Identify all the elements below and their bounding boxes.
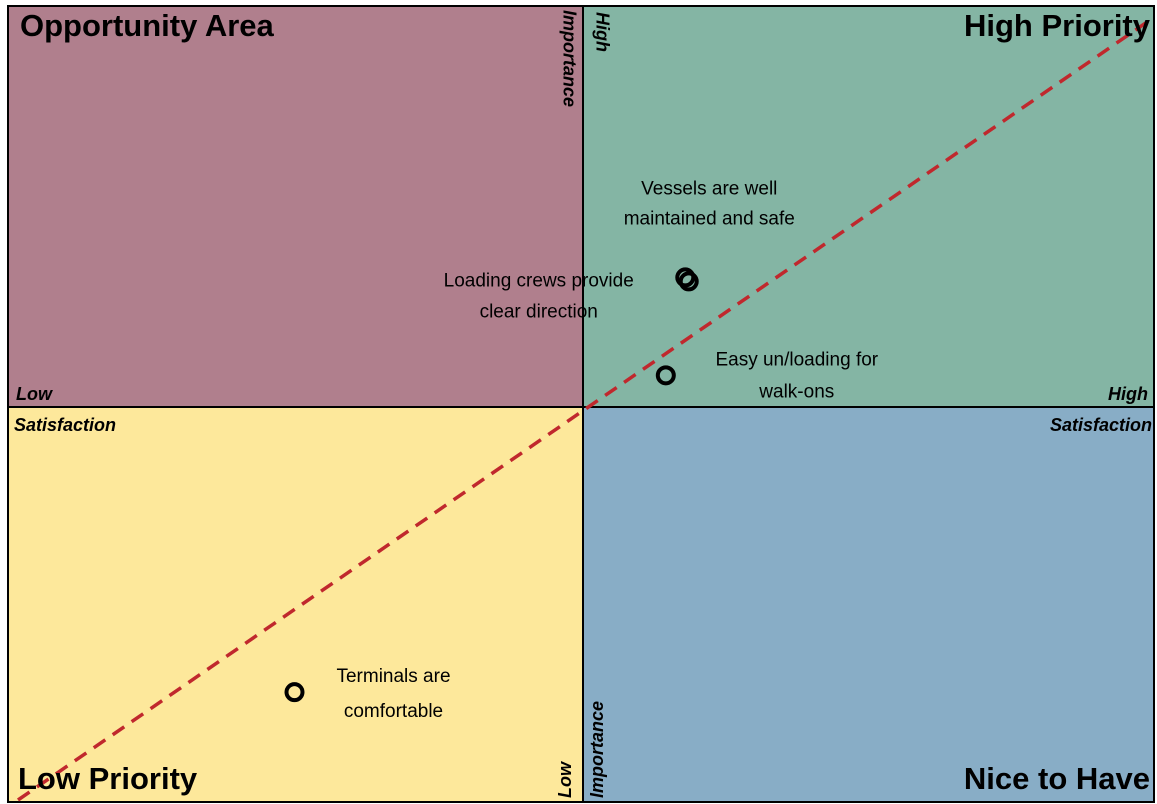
- axis-label: Satisfaction: [14, 415, 116, 435]
- quadrant-label: High Priority: [964, 8, 1151, 43]
- point: [655, 365, 676, 386]
- plot-border: [7, 5, 1155, 803]
- point-label: Loading crews provide: [444, 270, 634, 291]
- quadrant: [583, 407, 1154, 802]
- point: [284, 682, 305, 703]
- point-label: clear direction: [480, 301, 598, 322]
- axis-end-label: Low: [16, 384, 53, 404]
- point-label: Terminals are: [336, 666, 450, 687]
- quadrant: [583, 6, 1154, 407]
- quadrant: [8, 407, 583, 802]
- point-label: Vessels are well: [641, 178, 777, 199]
- axis-end-label: Low: [555, 761, 575, 798]
- point-label: walk-ons: [758, 381, 834, 402]
- axis-label: Importance: [559, 10, 579, 107]
- point-label: comfortable: [344, 701, 443, 722]
- point: [678, 271, 699, 292]
- quadrant-label: Opportunity Area: [20, 8, 275, 43]
- quadrant-label: Low Priority: [18, 761, 198, 796]
- axis-end-label: High: [592, 12, 612, 52]
- axis-end-label: High: [1108, 384, 1148, 404]
- quadrant: [8, 6, 583, 407]
- axis-label: Satisfaction: [1050, 415, 1152, 435]
- axis-label: Importance: [587, 701, 607, 798]
- quadrant-label: Nice to Have: [964, 761, 1150, 796]
- point-label: Easy un/loading for: [715, 349, 878, 370]
- point-label: maintained and safe: [624, 208, 795, 229]
